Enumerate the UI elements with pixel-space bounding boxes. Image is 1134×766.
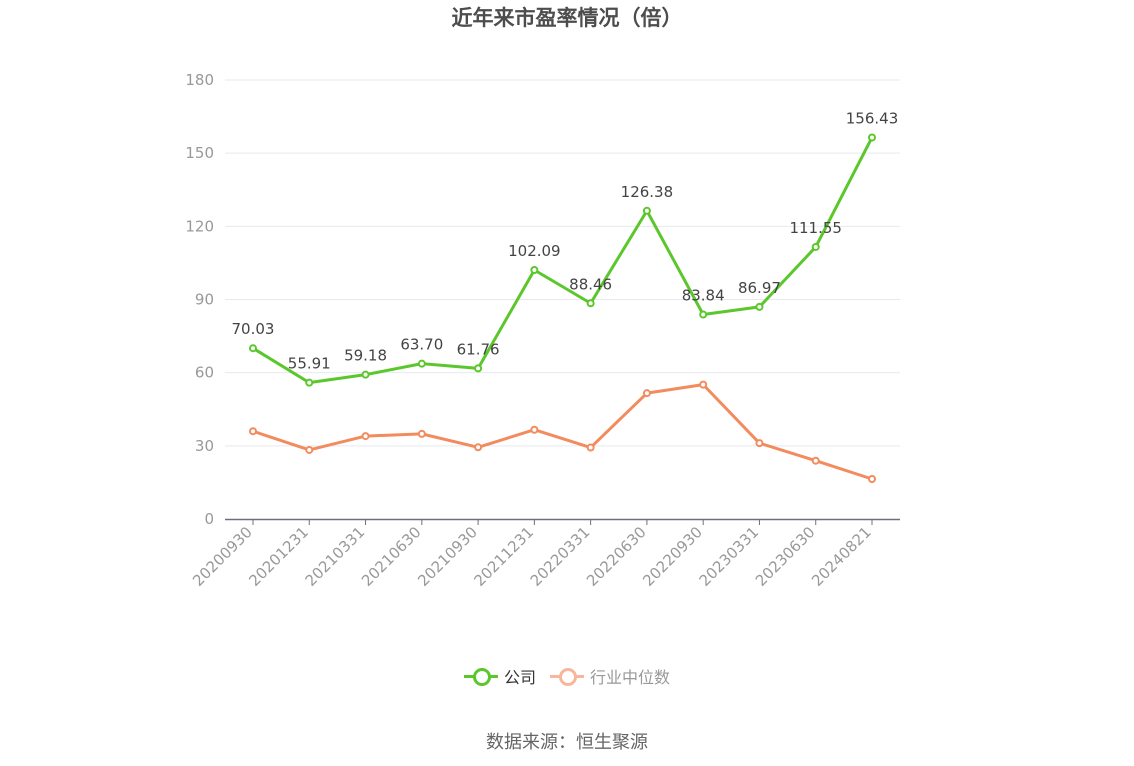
data-label: 83.84	[682, 287, 725, 305]
data-point-company	[361, 370, 370, 379]
data-point-industry-median	[868, 475, 876, 484]
legend-item-company[interactable]: 公司	[463, 664, 536, 688]
data-point-company	[474, 364, 483, 373]
legend-label-company: 公司	[503, 668, 536, 687]
data-label: 63.70	[400, 336, 443, 354]
y-tick-label: 60	[195, 364, 214, 382]
series-layer	[249, 133, 876, 484]
data-point-company	[417, 359, 426, 368]
chart-title: 近年来市盈率情况（倍）	[451, 6, 683, 30]
x-tick-label: 20200930	[189, 523, 256, 590]
data-point-company	[305, 378, 314, 387]
legend-item-industry-median[interactable]: 行业中位数	[550, 664, 670, 688]
grid-layer	[225, 79, 900, 447]
y-tick-label: 30	[195, 437, 214, 455]
series-line-company	[252, 136, 874, 385]
data-point-company	[249, 344, 257, 353]
series-line-industry-median	[252, 383, 873, 481]
data-label: 126.38	[621, 183, 674, 201]
x-tick-label: 20230630	[752, 523, 819, 590]
data-point-company	[642, 206, 651, 215]
data-label: 61.76	[457, 340, 500, 358]
data-label: 88.46	[569, 275, 612, 293]
data-point-industry-median	[305, 445, 314, 454]
data-point-company	[868, 133, 876, 142]
data-label: 156.43	[846, 109, 899, 127]
data-point-industry-median	[699, 380, 708, 389]
x-tick-label: 20220630	[583, 523, 650, 590]
data-point-company	[586, 299, 595, 308]
y-tick-label: 90	[195, 291, 214, 309]
legend: 公司 行业中位数	[0, 664, 1134, 688]
data-point-company	[530, 266, 539, 275]
data-point-industry-median	[811, 456, 820, 465]
data-label: 86.97	[738, 279, 781, 297]
legend-swatch-industry-median	[550, 666, 584, 686]
y-tick-label: 0	[204, 510, 214, 528]
x-tick-label: 20230331	[696, 523, 763, 590]
label-layer: 70.03 55.91 59.18 63.70 61.76 102.09 88.46 126.…	[232, 109, 899, 372]
data-point-industry-median	[361, 432, 370, 441]
y-tick-label: 150	[185, 144, 214, 162]
data-label: 102.09	[508, 242, 561, 260]
x-tick-label: 20220930	[639, 523, 706, 590]
data-label: 70.03	[232, 320, 275, 338]
y-tick-label: 120	[185, 217, 214, 235]
x-tick-label: 20211231	[470, 523, 537, 590]
x-tick-label: 20210331	[302, 523, 369, 590]
x-tick-label: 20210930	[414, 523, 481, 590]
data-label: 59.18	[344, 347, 387, 365]
x-tick-label: 20240821	[808, 523, 875, 590]
y-tick-label: 180	[185, 71, 214, 89]
x-tick-label: 20210630	[358, 523, 425, 590]
data-point-industry-median	[586, 443, 595, 452]
data-point-company	[755, 302, 764, 311]
data-point-industry-median	[249, 427, 257, 436]
data-point-industry-median	[530, 425, 539, 434]
data-point-industry-median	[642, 389, 651, 398]
axis-layer: 0 30 60 90 120 150 180 202009302020123120210331…	[185, 71, 900, 590]
x-tick-label: 20220331	[527, 523, 594, 590]
data-point-company	[699, 310, 708, 319]
x-tick-label: 20201231	[245, 523, 312, 590]
data-point-industry-median	[474, 443, 483, 452]
data-point-industry-median	[755, 439, 764, 448]
legend-swatch-company	[463, 666, 498, 686]
legend-label-industry-median: 行业中位数	[590, 668, 671, 687]
data-point-company	[811, 242, 820, 251]
data-source: 数据来源：恒生聚源	[486, 732, 648, 753]
data-label: 55.91	[288, 355, 331, 373]
data-label: 111.55	[789, 219, 842, 237]
data-point-industry-median	[417, 429, 426, 438]
